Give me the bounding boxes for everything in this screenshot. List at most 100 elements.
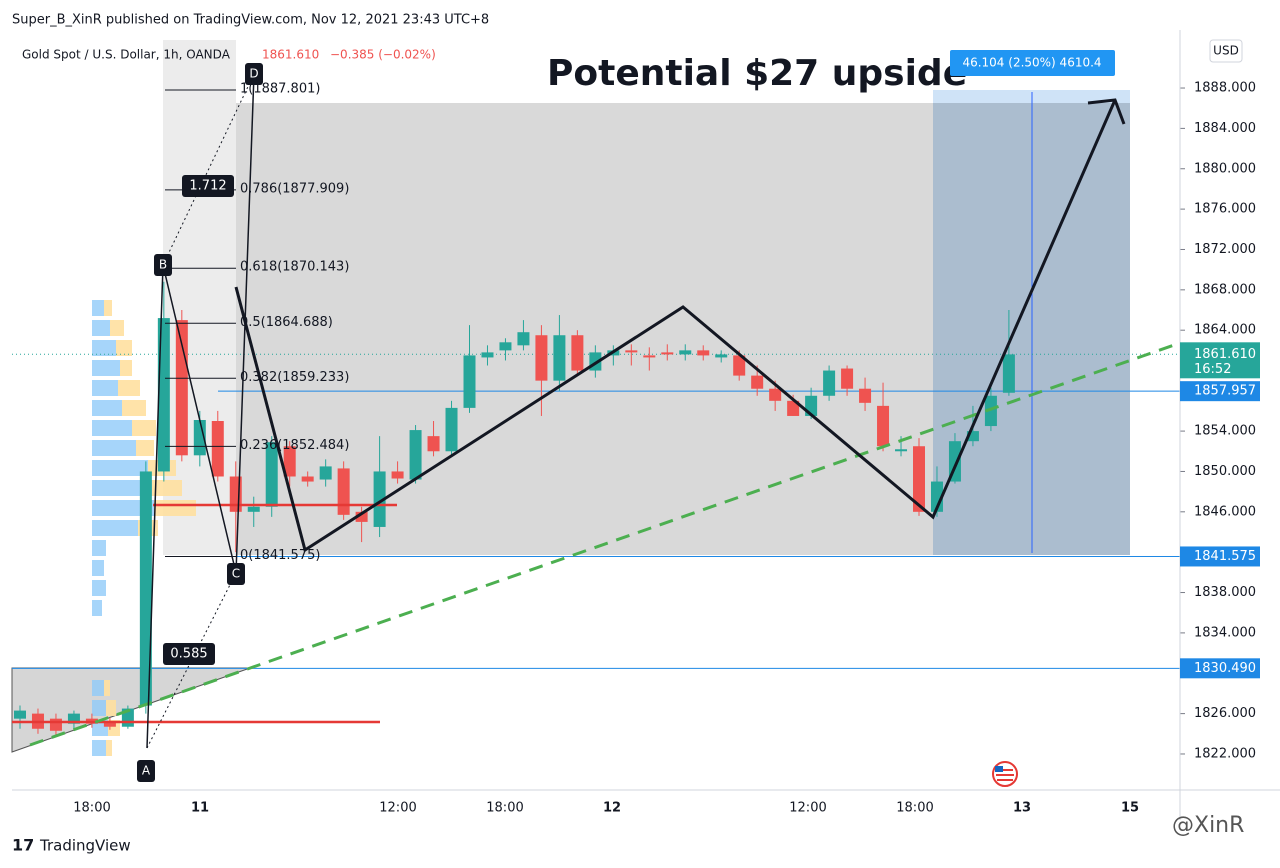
y-tick-label: 1876.000	[1194, 202, 1256, 217]
candle-body	[841, 368, 854, 389]
point-box	[227, 563, 245, 585]
profile-bar	[132, 420, 156, 436]
point-label: D	[249, 67, 258, 81]
price-tag	[1180, 658, 1260, 679]
price-tag-label: 1841.575	[1194, 549, 1256, 564]
footer: TradingView	[39, 837, 131, 855]
candle-body	[355, 511, 368, 522]
profile-bar	[104, 300, 112, 316]
x-tick-label: 18:00	[486, 801, 523, 816]
candles	[14, 281, 1015, 736]
ratio-label: 0.585	[170, 647, 207, 662]
fib-label: 0.236(1852.484)	[240, 438, 349, 453]
point-box	[154, 254, 172, 276]
ratio-label: 1.712	[189, 179, 226, 194]
profile-bar	[92, 300, 104, 316]
fib-levels: 1(1887.801) 0.786(1877.909) 0.618(1870.143…	[165, 82, 349, 563]
profile-bar	[92, 600, 102, 616]
y-tick-label: 1850.000	[1194, 464, 1256, 479]
candle-body	[391, 471, 404, 479]
candle-body	[625, 350, 638, 353]
x-tick-label: 11	[191, 801, 209, 816]
profile-bar	[92, 460, 148, 476]
candle-body	[445, 407, 458, 452]
annotation: Potential $27 upside	[547, 53, 967, 94]
profile-bar	[106, 700, 116, 716]
countdown: 16:52	[1194, 362, 1231, 377]
profile-bar	[92, 500, 154, 516]
currency: USD	[1213, 44, 1239, 58]
profile-bar	[110, 320, 124, 336]
fib-label: 0.618(1870.143)	[240, 260, 349, 275]
price-tag	[1180, 546, 1260, 567]
x-tick-label: 12:00	[789, 801, 826, 816]
candle-body	[301, 476, 314, 482]
candle-body	[337, 468, 350, 515]
profile-bar	[154, 500, 196, 516]
candle-body	[409, 430, 422, 480]
candle-body	[787, 400, 800, 416]
x-tick-label: 15	[1121, 801, 1139, 816]
y-tick-label: 1846.000	[1194, 504, 1256, 519]
volume-profile	[92, 300, 196, 756]
projection-box	[236, 103, 933, 555]
y-tick-label: 1888.000	[1194, 81, 1256, 96]
y-tick-label: 1864.000	[1194, 323, 1256, 338]
profile-bar	[92, 440, 136, 456]
candle-body	[751, 375, 764, 389]
y-tick-label: 1884.000	[1194, 121, 1256, 136]
candle-body	[427, 436, 440, 452]
point-box	[245, 63, 263, 85]
last-price-tag	[1180, 342, 1260, 379]
profile-bar	[92, 380, 118, 396]
candle-body	[1002, 354, 1015, 393]
candle-body	[643, 355, 656, 358]
candle-body	[877, 405, 890, 447]
candle-body	[571, 335, 584, 371]
profile-bar	[92, 400, 122, 416]
price-tag-label: 1830.490	[1194, 661, 1256, 676]
candle-body	[265, 442, 278, 507]
change: −0.385 (−0.02%)	[330, 48, 436, 62]
flag-canton	[995, 766, 1003, 772]
candle-body	[823, 370, 836, 396]
candle-body	[283, 446, 296, 477]
candle-body	[913, 446, 925, 512]
quote: 1861.610	[262, 48, 319, 62]
y-tick-label: 1834.000	[1194, 625, 1256, 640]
y-tick-label: 1822.000	[1194, 746, 1256, 761]
watermark: @XinR	[1172, 813, 1244, 838]
fib-label: 0.5(1864.688)	[240, 315, 333, 330]
logo-mark: 𝟭𝟳	[12, 836, 34, 855]
candle-body	[319, 466, 332, 480]
x-tick-label: 18:00	[73, 801, 110, 816]
point-label: A	[142, 764, 151, 778]
candle-body	[499, 342, 512, 351]
trend-line	[29, 341, 1181, 747]
candle-body	[517, 332, 530, 346]
y-tick-label: 1854.000	[1194, 424, 1256, 439]
x-tick-label: 12:00	[379, 801, 416, 816]
price-tag	[1180, 381, 1260, 402]
currency-badge[interactable]	[1209, 39, 1243, 63]
profile-bar	[120, 360, 132, 376]
y-tick-label: 1872.000	[1194, 242, 1256, 257]
candle-body	[139, 471, 152, 706]
profile-bar	[92, 700, 106, 716]
y-tick-label: 1838.000	[1194, 585, 1256, 600]
profile-bar	[92, 540, 106, 556]
ratio-box	[182, 175, 234, 197]
fib-label: 0(1841.575)	[240, 548, 320, 563]
profile-bar	[92, 420, 132, 436]
candle-body	[697, 350, 710, 356]
profile-bar	[122, 400, 146, 416]
fib-label: 1(1887.801)	[240, 82, 320, 97]
candle-body	[175, 320, 188, 456]
profile-bar	[92, 680, 104, 696]
y-tick-label: 1826.000	[1194, 706, 1256, 721]
measure-label: 46.104 (2.50%) 4610.4	[962, 56, 1101, 70]
profile-bar	[116, 340, 132, 356]
arrow-head	[1087, 98, 1126, 125]
profile-bar	[92, 360, 120, 376]
y-tick-label: 1868.000	[1194, 282, 1256, 297]
